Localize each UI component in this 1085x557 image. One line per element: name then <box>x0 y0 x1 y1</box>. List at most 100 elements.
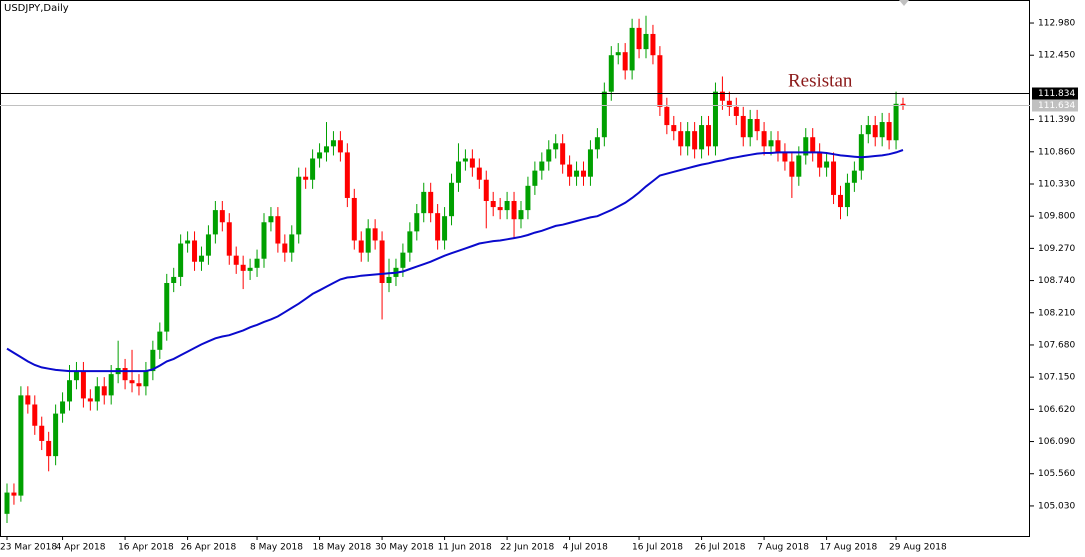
chart-title: USDJPY,Daily <box>4 3 69 14</box>
annotation: Resistan <box>788 70 853 91</box>
candle-body <box>421 191 427 214</box>
candle-body <box>553 143 559 150</box>
candle-body <box>810 137 816 153</box>
candle-body <box>789 161 795 177</box>
y-tick-label: 112.450 <box>1038 51 1075 61</box>
candle-body <box>497 207 503 211</box>
price-label-box <box>1032 99 1078 112</box>
candle-body <box>407 231 413 253</box>
x-tick-label: 18 May 2018 <box>313 543 372 553</box>
candle-body <box>844 182 850 208</box>
candle-body <box>240 264 246 271</box>
candle-body <box>886 122 892 141</box>
x-tick-label: 17 Aug 2018 <box>820 543 878 553</box>
candle-body <box>643 33 649 50</box>
candle-body <box>525 185 531 211</box>
candle-body <box>205 234 211 256</box>
candle-body <box>261 222 267 259</box>
candle-body <box>449 182 455 217</box>
candle-body <box>296 176 302 235</box>
candle-body <box>817 152 823 168</box>
candle-body <box>893 103 899 141</box>
y-tick-label: 107.680 <box>1038 340 1075 350</box>
candle-body <box>247 267 253 271</box>
x-tick-label: 23 Mar 2018 <box>0 543 57 553</box>
candle-body <box>67 380 73 402</box>
candle-body <box>164 283 170 332</box>
candle-body <box>678 131 684 147</box>
candle-body <box>18 395 24 496</box>
candle-body <box>365 228 371 253</box>
candle-body <box>511 201 517 220</box>
price-label: 111.834 <box>1038 89 1075 99</box>
candle-body <box>858 134 864 171</box>
candle-body <box>650 33 656 56</box>
candle-body <box>282 243 288 253</box>
candle-body <box>358 240 364 253</box>
candle-body <box>198 255 204 262</box>
candle-body <box>60 401 66 414</box>
candle-body <box>219 210 225 223</box>
candle-body <box>469 158 475 168</box>
y-tick-label: 111.390 <box>1038 115 1075 125</box>
candle-body <box>178 243 184 277</box>
candle-body <box>317 152 323 159</box>
candle-body <box>108 374 114 396</box>
candle-body <box>87 398 93 402</box>
candle-body <box>428 191 434 214</box>
candle-body <box>636 27 642 50</box>
candle-body <box>775 140 781 153</box>
candle-body <box>435 213 441 241</box>
candle-body <box>25 395 31 405</box>
candle-body <box>268 216 274 223</box>
candle-body <box>664 106 670 126</box>
x-tick-label: 7 Aug 2018 <box>757 543 809 553</box>
candle-body <box>150 349 156 372</box>
y-tick-label: 109.270 <box>1038 244 1075 254</box>
candle-body <box>233 255 239 265</box>
x-tick-label: 16 Apr 2018 <box>118 543 174 553</box>
y-tick-label: 107.150 <box>1038 373 1075 383</box>
candle-body <box>226 222 232 256</box>
candle-body <box>872 125 878 138</box>
candle-body <box>754 118 760 132</box>
candle-body <box>768 140 774 147</box>
candle-body <box>442 216 448 241</box>
candle-body <box>796 155 802 177</box>
candle-body <box>726 100 732 107</box>
candle-body <box>4 492 10 514</box>
candle-body <box>671 125 677 132</box>
candle-body <box>831 161 837 195</box>
candle-body <box>546 149 552 162</box>
x-tick-label: 26 Apr 2018 <box>181 543 237 553</box>
price-label: 111.634 <box>1038 101 1075 111</box>
candle-body <box>400 252 406 268</box>
candle-body <box>476 167 482 180</box>
candle-body <box>185 240 191 244</box>
candle-body <box>129 380 135 384</box>
x-tick-label: 26 Jul 2018 <box>695 543 746 553</box>
candle-body <box>601 91 607 138</box>
y-tick-label: 105.030 <box>1038 501 1075 511</box>
candle-body <box>733 106 739 116</box>
candle-body <box>824 161 830 168</box>
price-label-box <box>1032 87 1078 100</box>
candle-body <box>289 234 295 253</box>
y-tick-label: 105.560 <box>1038 469 1075 479</box>
candle-body <box>747 118 753 138</box>
candle-body <box>657 55 663 107</box>
candle-body <box>212 210 218 235</box>
candle-body <box>851 170 857 183</box>
x-tick-label: 4 Jul 2018 <box>563 543 608 553</box>
candle-body <box>39 425 45 441</box>
x-tick-label: 11 Jun 2018 <box>438 543 492 553</box>
candle-body <box>518 210 524 220</box>
y-tick-label: 112.980 <box>1038 19 1075 29</box>
y-tick-label: 109.800 <box>1038 212 1075 222</box>
candle-body <box>490 201 496 208</box>
x-tick-label: 16 Jul 2018 <box>632 543 683 553</box>
candle-body <box>803 137 809 156</box>
y-tick-label: 108.210 <box>1038 308 1075 318</box>
candle-body <box>94 386 100 402</box>
